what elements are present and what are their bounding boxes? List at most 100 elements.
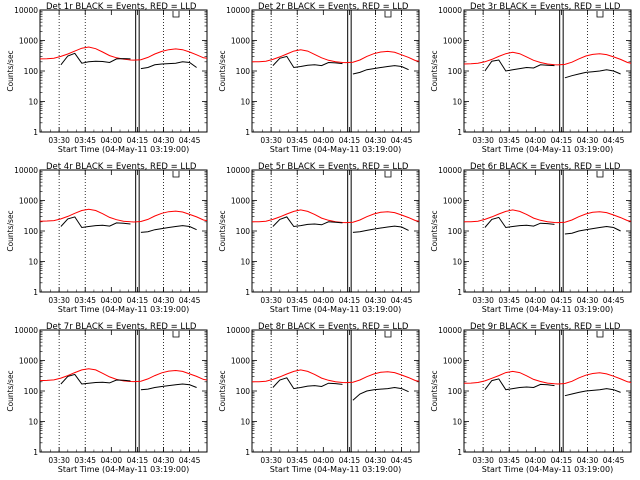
plot-frame bbox=[251, 329, 420, 453]
y-tick-label: 10000 bbox=[438, 6, 462, 15]
plot-frame bbox=[463, 169, 632, 293]
y-tick-label: 1 bbox=[457, 288, 462, 297]
x-tick-label: 03:45 bbox=[498, 136, 520, 145]
y-axis-label: Counts/sec bbox=[430, 370, 439, 411]
x-tick-label: 04:45 bbox=[179, 456, 201, 465]
y-tick-label: 10000 bbox=[226, 6, 250, 15]
legend-box bbox=[384, 331, 392, 338]
y-tick-label: 10 bbox=[452, 418, 462, 427]
y-tick-label: 10 bbox=[28, 418, 38, 427]
y-axis-label: Counts/sec bbox=[6, 370, 15, 411]
y-tick-label: 10000 bbox=[14, 6, 38, 15]
x-tick-label: 04:15 bbox=[551, 296, 573, 305]
panel-title: Det 7r BLACK = Events, RED = LLD bbox=[46, 322, 197, 332]
events-series-line bbox=[484, 216, 621, 235]
x-tick-label: 03:30 bbox=[472, 136, 494, 145]
x-tick-label: 04:15 bbox=[551, 136, 573, 145]
y-tick-label: 1 bbox=[33, 128, 38, 137]
x-tick-label: 04:45 bbox=[603, 296, 625, 305]
legend-box bbox=[596, 171, 604, 178]
y-tick-label: 100 bbox=[236, 227, 251, 236]
x-tick-label: 03:45 bbox=[498, 456, 520, 465]
detector-panel-4: Det 4r BLACK = Events, RED = LLD 1 10 100 10… bbox=[6, 162, 208, 314]
y-tick-label: 1000 bbox=[443, 357, 462, 366]
y-tick-label: 1 bbox=[33, 448, 38, 457]
x-tick-label: 03:45 bbox=[286, 296, 308, 305]
detector-panel-2: Det 2r BLACK = Events, RED = LLD 1 10 100 10… bbox=[218, 2, 420, 154]
x-tick-label: 04:15 bbox=[127, 456, 149, 465]
detector-panel-5: Det 5r BLACK = Events, RED = LLD 1 10 100 10… bbox=[218, 162, 420, 314]
y-tick-label: 100 bbox=[448, 387, 463, 396]
x-tick-label: 04:45 bbox=[603, 136, 625, 145]
x-tick-label: 03:45 bbox=[74, 296, 96, 305]
events-series-line bbox=[272, 377, 409, 401]
x-tick-label: 04:45 bbox=[179, 296, 201, 305]
x-axis-label: Start Time (04-May-11 03:19:00) bbox=[270, 145, 401, 154]
x-tick-label: 04:45 bbox=[603, 456, 625, 465]
x-tick-label: 04:15 bbox=[127, 136, 149, 145]
detector-panel-1: Det 1r BLACK = Events, RED = LLD 1 10 100 10… bbox=[6, 2, 208, 154]
y-tick-label: 100 bbox=[24, 227, 39, 236]
y-tick-label: 1 bbox=[245, 288, 250, 297]
x-tick-label: 03:45 bbox=[74, 136, 96, 145]
x-tick-label: 04:30 bbox=[577, 136, 599, 145]
x-axis-label: Start Time (04-May-11 03:19:00) bbox=[482, 145, 613, 154]
y-tick-label: 1 bbox=[33, 288, 38, 297]
y-tick-label: 10000 bbox=[438, 166, 462, 175]
plot-frame bbox=[463, 9, 632, 133]
y-tick-label: 10 bbox=[240, 258, 250, 267]
legend-box bbox=[596, 331, 604, 338]
y-tick-label: 10000 bbox=[438, 326, 462, 335]
detector-panel-7: Det 7r BLACK = Events, RED = LLD 1 10 100 10… bbox=[6, 322, 208, 474]
x-tick-label: 04:00 bbox=[101, 136, 123, 145]
y-tick-label: 10 bbox=[452, 98, 462, 107]
x-tick-label: 04:00 bbox=[313, 136, 335, 145]
legend-box bbox=[172, 331, 180, 338]
x-tick-label: 03:30 bbox=[260, 456, 282, 465]
detector-panel-8: Det 8r BLACK = Events, RED = LLD 1 10 100 10… bbox=[218, 322, 420, 474]
x-tick-label: 04:45 bbox=[391, 456, 413, 465]
events-series-line bbox=[484, 378, 621, 397]
x-axis-label: Start Time (04-May-11 03:19:00) bbox=[270, 305, 401, 314]
y-tick-label: 1 bbox=[245, 448, 250, 457]
x-tick-label: 04:30 bbox=[365, 136, 387, 145]
panel-title: Det 9r BLACK = Events, RED = LLD bbox=[470, 322, 621, 332]
panel-title: Det 2r BLACK = Events, RED = LLD bbox=[258, 2, 409, 12]
y-tick-label: 1000 bbox=[231, 37, 250, 46]
x-tick-label: 03:45 bbox=[286, 456, 308, 465]
plot-frame bbox=[39, 9, 208, 133]
x-axis-label: Start Time (04-May-11 03:19:00) bbox=[270, 465, 401, 474]
x-tick-label: 04:30 bbox=[365, 456, 387, 465]
x-tick-label: 04:30 bbox=[153, 296, 175, 305]
lld-series-line bbox=[39, 368, 208, 383]
x-tick-label: 03:30 bbox=[48, 456, 70, 465]
x-tick-label: 04:00 bbox=[313, 296, 335, 305]
x-tick-label: 03:30 bbox=[260, 136, 282, 145]
x-tick-label: 04:00 bbox=[313, 456, 335, 465]
x-tick-label: 04:15 bbox=[339, 136, 361, 145]
y-tick-label: 10 bbox=[28, 258, 38, 267]
legend-box bbox=[172, 171, 180, 178]
detector-panel-9: Det 9r BLACK = Events, RED = LLD 1 10 100 10… bbox=[430, 322, 632, 474]
y-tick-label: 10000 bbox=[226, 166, 250, 175]
plot-frame bbox=[251, 169, 420, 293]
x-axis-label: Start Time (04-May-11 03:19:00) bbox=[58, 465, 189, 474]
y-tick-label: 1000 bbox=[19, 197, 38, 206]
panel-title: Det 3r BLACK = Events, RED = LLD bbox=[470, 2, 621, 12]
lld-series-line bbox=[39, 46, 208, 61]
y-tick-label: 10 bbox=[28, 98, 38, 107]
events-series-line bbox=[60, 373, 197, 391]
plot-frame bbox=[39, 329, 208, 453]
x-tick-label: 04:00 bbox=[101, 296, 123, 305]
plot-frame bbox=[463, 329, 632, 453]
lld-series-line bbox=[251, 49, 420, 64]
x-tick-label: 04:30 bbox=[577, 296, 599, 305]
panel-title: Det 5r BLACK = Events, RED = LLD bbox=[258, 162, 409, 172]
panel-title: Det 8r BLACK = Events, RED = LLD bbox=[258, 322, 409, 332]
x-tick-label: 04:15 bbox=[339, 296, 361, 305]
lld-series-line bbox=[463, 209, 632, 224]
detector-panel-6: Det 6r BLACK = Events, RED = LLD 1 10 100 10… bbox=[430, 162, 632, 314]
y-axis-label: Counts/sec bbox=[6, 50, 15, 91]
x-tick-label: 04:30 bbox=[365, 296, 387, 305]
